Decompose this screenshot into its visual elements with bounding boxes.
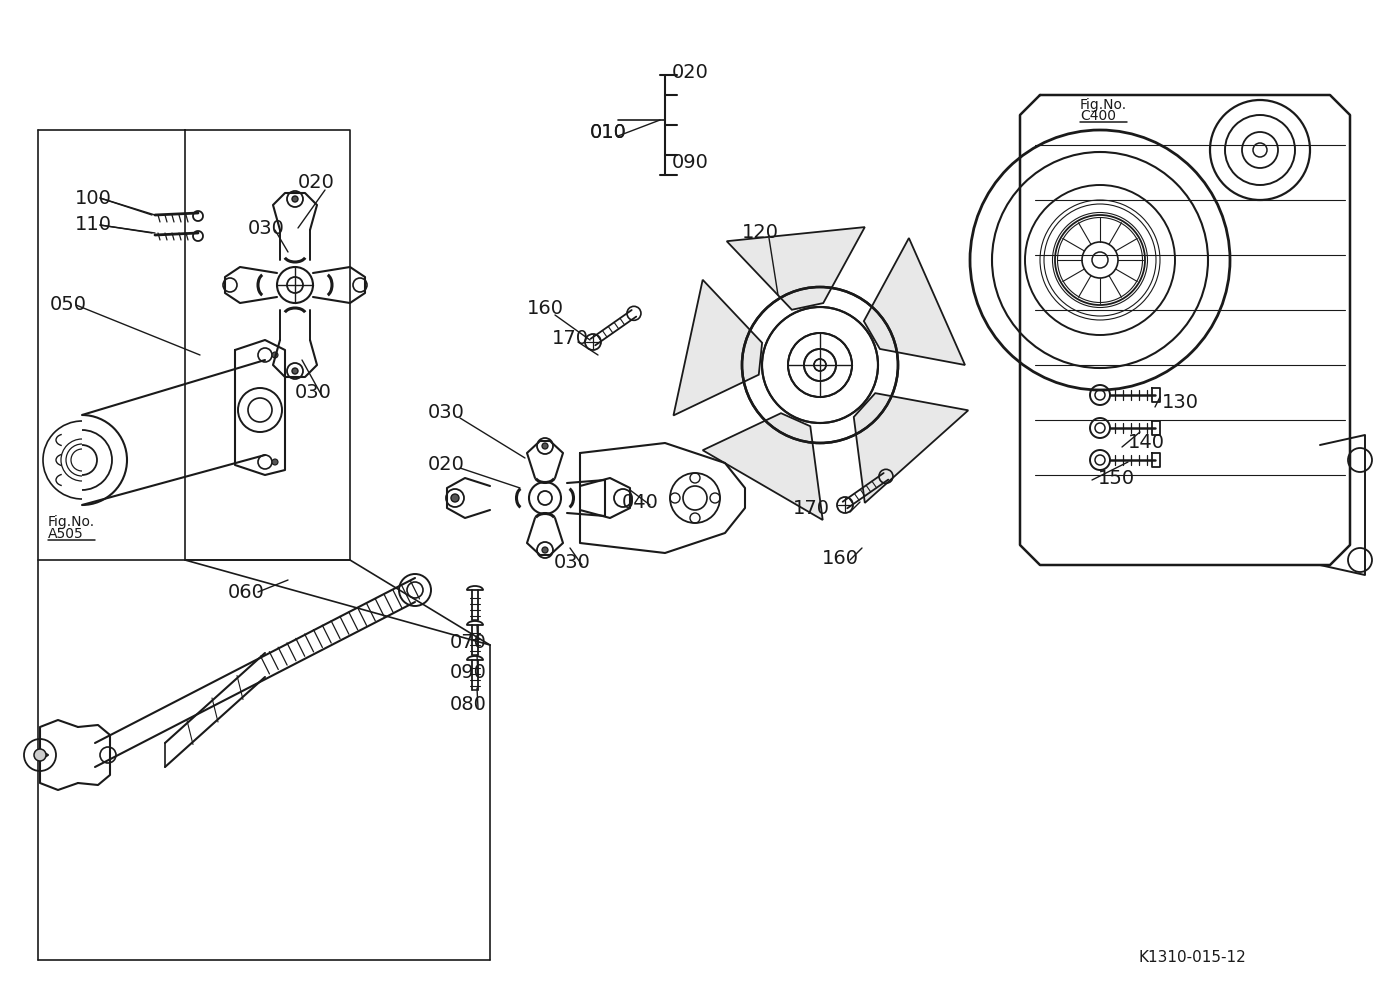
Text: 100: 100 [74, 188, 112, 207]
Text: 060: 060 [228, 583, 265, 602]
Text: 160: 160 [822, 549, 859, 568]
Polygon shape [673, 279, 763, 415]
Text: 130: 130 [1162, 393, 1198, 412]
Polygon shape [854, 393, 968, 503]
Text: 040: 040 [622, 492, 659, 512]
Text: 030: 030 [295, 383, 332, 402]
Circle shape [34, 749, 46, 761]
Text: 010: 010 [590, 123, 627, 142]
Text: 070: 070 [450, 633, 487, 652]
Polygon shape [703, 413, 823, 520]
Text: A505: A505 [48, 527, 84, 541]
Circle shape [292, 196, 298, 202]
Circle shape [272, 459, 279, 465]
Circle shape [272, 352, 279, 358]
Text: C400: C400 [1080, 109, 1116, 123]
Text: K1310-015-12: K1310-015-12 [1138, 951, 1245, 966]
Text: Fig.No.: Fig.No. [48, 515, 95, 529]
Text: 030: 030 [248, 218, 285, 237]
Text: 010: 010 [590, 123, 627, 142]
Circle shape [292, 368, 298, 374]
Text: 150: 150 [1098, 468, 1135, 487]
Text: 030: 030 [427, 402, 465, 421]
Text: 030: 030 [554, 553, 590, 572]
Text: 090: 090 [672, 153, 709, 172]
Text: 140: 140 [1128, 433, 1165, 452]
Text: 110: 110 [74, 215, 112, 234]
Text: 170: 170 [552, 328, 589, 347]
Text: 160: 160 [527, 298, 564, 317]
Text: 090: 090 [450, 664, 487, 683]
Text: 020: 020 [672, 62, 709, 81]
Text: 080: 080 [450, 696, 487, 715]
Text: 020: 020 [427, 455, 465, 474]
Text: 020: 020 [298, 173, 335, 192]
Polygon shape [863, 238, 965, 365]
Text: 120: 120 [742, 222, 779, 241]
Polygon shape [727, 227, 865, 309]
Text: 050: 050 [50, 295, 87, 314]
Text: 170: 170 [793, 498, 830, 518]
Text: Fig.No.: Fig.No. [1080, 98, 1127, 112]
Circle shape [542, 443, 547, 449]
Circle shape [542, 547, 547, 553]
Circle shape [451, 494, 459, 502]
